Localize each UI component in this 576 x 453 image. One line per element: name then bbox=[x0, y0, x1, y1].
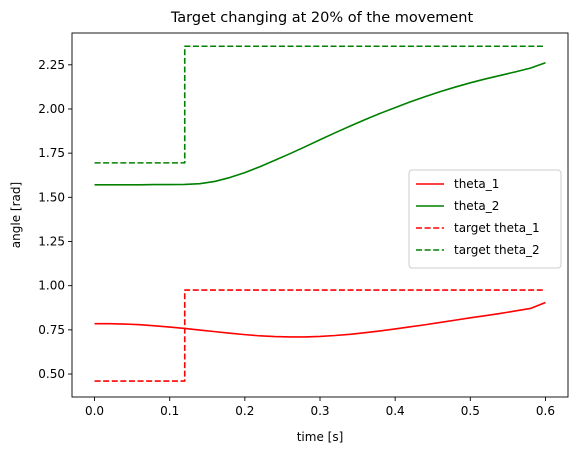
y-tick-label: 1.50 bbox=[38, 190, 65, 204]
y-tick-label: 1.00 bbox=[38, 279, 65, 293]
plot-frame bbox=[71, 32, 569, 398]
legend-box bbox=[408, 169, 562, 269]
x-tick-label: 0.4 bbox=[386, 404, 405, 418]
x-axis-title: time [s] bbox=[297, 430, 344, 444]
y-tick-label: 1.75 bbox=[38, 146, 65, 160]
legend-label: target theta_2 bbox=[454, 243, 540, 257]
y-tick-label: 2.25 bbox=[38, 58, 65, 72]
y-axis-title: angle [rad] bbox=[9, 182, 23, 248]
series-layer bbox=[94, 45, 546, 382]
legend-label: theta_2 bbox=[454, 199, 499, 213]
x-tick-label: 0.1 bbox=[160, 404, 179, 418]
series-line-theta-1 bbox=[94, 301, 546, 338]
y-tick-label: 1.25 bbox=[38, 235, 65, 249]
x-tick-label: 0.3 bbox=[310, 404, 329, 418]
x-tick-label: 0.5 bbox=[461, 404, 480, 418]
x-tick-label: 0.2 bbox=[235, 404, 254, 418]
y-tick-label: 0.75 bbox=[38, 323, 65, 337]
y-tick-label: 2.00 bbox=[38, 102, 65, 116]
series-line-target-theta-1 bbox=[94, 289, 546, 382]
legend-label: theta_1 bbox=[454, 177, 499, 191]
x-tick-label: 0.0 bbox=[85, 404, 104, 418]
chart-title: Target changing at 20% of the movement bbox=[170, 10, 474, 26]
ticks-layer: 0.0 0.1 0.2 0.3 0.4 0.5 0.6 0.50 0.75 1.00 1.25 1.5… bbox=[38, 58, 555, 418]
legend-label: target theta_1 bbox=[454, 221, 540, 235]
x-tick-label: 0.6 bbox=[536, 404, 555, 418]
series-line-target-theta-2 bbox=[94, 45, 546, 164]
y-tick-label: 0.50 bbox=[38, 367, 65, 381]
series-line-theta-2 bbox=[94, 61, 546, 186]
